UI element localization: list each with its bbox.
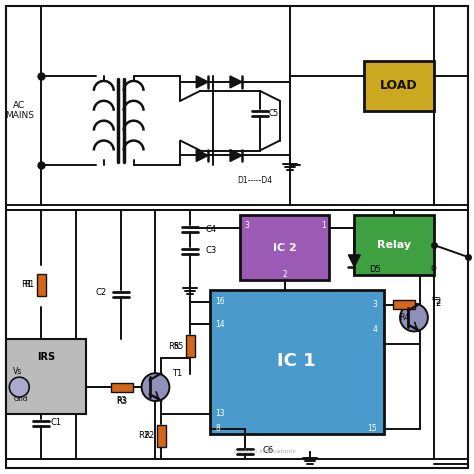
Text: 3: 3	[372, 300, 377, 309]
Bar	[157, 425, 166, 447]
Text: R4: R4	[399, 313, 409, 322]
Text: C2: C2	[95, 288, 106, 297]
Text: custom innovations: custom innovations	[234, 449, 296, 454]
Text: 15: 15	[367, 424, 377, 433]
Text: 14: 14	[215, 320, 225, 329]
Text: 8: 8	[215, 424, 220, 433]
Text: C6: C6	[263, 446, 274, 455]
Text: 4: 4	[372, 325, 377, 334]
Text: D1-----D4: D1-----D4	[237, 176, 273, 185]
Text: 2: 2	[283, 270, 287, 279]
Bar	[393, 300, 415, 309]
Text: R3: R3	[116, 397, 128, 406]
Text: R3: R3	[117, 395, 127, 404]
Text: o/p: o/p	[13, 384, 23, 390]
Text: R2: R2	[138, 431, 149, 440]
Text: IC 1: IC 1	[277, 352, 316, 370]
Text: Vs: Vs	[13, 367, 23, 376]
Text: R1: R1	[21, 280, 32, 289]
Text: 13: 13	[215, 410, 225, 419]
Bar	[210, 290, 384, 434]
Circle shape	[142, 373, 169, 401]
Circle shape	[9, 377, 29, 397]
Text: C5: C5	[269, 109, 279, 118]
Bar	[6, 339, 86, 414]
Text: C3: C3	[205, 246, 217, 255]
Text: T2: T2	[431, 297, 441, 306]
Bar	[240, 215, 329, 280]
Text: R5: R5	[173, 342, 183, 351]
Circle shape	[400, 304, 428, 331]
Bar	[111, 383, 133, 392]
Text: D5: D5	[369, 265, 381, 274]
Bar	[36, 274, 46, 296]
Text: Gnd: Gnd	[13, 396, 27, 402]
Text: T1: T1	[173, 369, 182, 378]
Text: 16: 16	[215, 297, 225, 306]
Polygon shape	[196, 76, 208, 88]
Text: IRS: IRS	[37, 352, 55, 362]
Text: 3: 3	[244, 220, 249, 229]
Polygon shape	[196, 149, 208, 162]
Text: T2: T2	[431, 299, 441, 308]
Bar	[364, 61, 434, 111]
Polygon shape	[230, 76, 242, 88]
Bar	[186, 336, 195, 357]
Text: IC 2: IC 2	[273, 243, 297, 253]
Text: Relay: Relay	[377, 240, 411, 250]
Polygon shape	[348, 255, 360, 267]
Bar	[354, 215, 434, 275]
Text: 1: 1	[321, 220, 326, 229]
Text: R1: R1	[24, 280, 34, 289]
Text: R5: R5	[168, 342, 179, 351]
Polygon shape	[230, 149, 242, 162]
Text: LOAD: LOAD	[380, 79, 418, 92]
Text: C4: C4	[205, 225, 216, 234]
Text: R2: R2	[145, 431, 155, 440]
Text: C1: C1	[51, 419, 62, 428]
Text: o: o	[431, 263, 437, 273]
Text: AC
MAINS: AC MAINS	[5, 101, 34, 120]
Text: R4: R4	[399, 315, 410, 324]
